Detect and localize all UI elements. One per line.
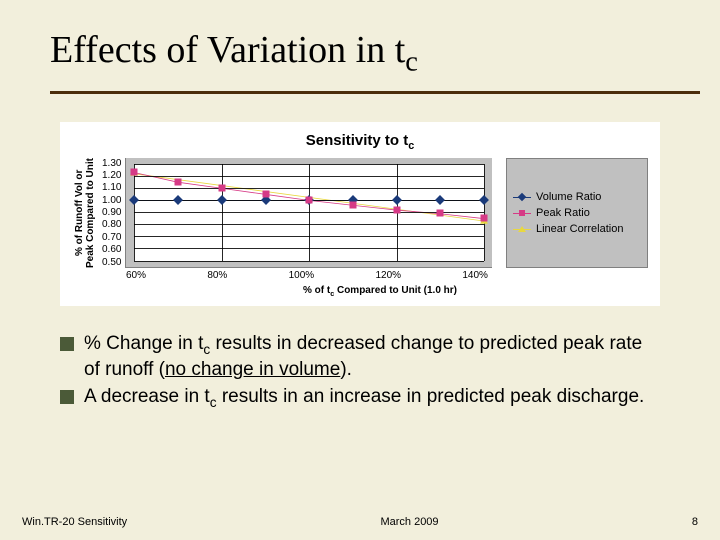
title-underline bbox=[50, 91, 700, 94]
data-marker bbox=[218, 184, 225, 191]
chart-title-sub: c bbox=[408, 140, 414, 152]
data-marker bbox=[131, 169, 138, 176]
ytick-label: 1.30 bbox=[102, 158, 121, 169]
legend-linear: Linear Correlation bbox=[513, 223, 641, 235]
data-marker bbox=[393, 206, 400, 213]
footer: Win.TR-20 Sensitivity March 2009 8 bbox=[22, 516, 698, 528]
footer-right: 8 bbox=[692, 516, 698, 528]
chart-row: % of Runoff Vol or Peak Compared to Unit… bbox=[72, 158, 648, 268]
footer-left: Win.TR-20 Sensitivity bbox=[22, 516, 127, 528]
bullet-2: A decrease in tc results in an increase … bbox=[60, 385, 660, 411]
x-axis-row: 60% 80% 100% 120% 140% bbox=[72, 270, 648, 281]
legend-peak: Peak Ratio bbox=[513, 207, 641, 219]
legend-volume: Volume Ratio bbox=[513, 191, 641, 203]
ytick-label: 0.80 bbox=[102, 219, 121, 230]
ytick-label: 1.00 bbox=[102, 195, 121, 206]
title-text: Effects of Variation in t bbox=[50, 29, 405, 71]
slide-title: Effects of Variation in tc bbox=[50, 28, 670, 79]
bullet-marker-icon bbox=[60, 390, 74, 404]
xlabel-pre: % of t bbox=[303, 285, 330, 296]
bullet-1-text: % Change in tc results in decreased chan… bbox=[84, 332, 660, 382]
ytick-label: 1.10 bbox=[102, 182, 121, 193]
bullet-list: % Change in tc results in decreased chan… bbox=[60, 332, 660, 412]
ytick-label: 0.90 bbox=[102, 207, 121, 218]
data-marker bbox=[349, 201, 356, 208]
chart-title-main: Sensitivity to t bbox=[306, 132, 409, 149]
ylabel-line2: Peak Compared to Unit bbox=[85, 158, 96, 268]
xtick-label: 120% bbox=[376, 270, 402, 281]
data-marker bbox=[437, 210, 444, 217]
xtick-label: 100% bbox=[289, 270, 315, 281]
footer-center: March 2009 bbox=[380, 516, 438, 528]
data-marker bbox=[481, 215, 488, 222]
ytick-label: 0.60 bbox=[102, 244, 121, 255]
ytick-label: 1.20 bbox=[102, 170, 121, 181]
x-ticks: 60% 80% 100% 120% 140% bbox=[122, 270, 492, 281]
bullet-marker-icon bbox=[60, 337, 74, 351]
data-marker bbox=[262, 190, 269, 197]
legend-linear-label: Linear Correlation bbox=[536, 223, 623, 235]
ytick-label: 0.50 bbox=[102, 257, 121, 268]
plot-area bbox=[125, 158, 492, 268]
ytick-label: 0.70 bbox=[102, 232, 121, 243]
bullet-1: % Change in tc results in decreased chan… bbox=[60, 332, 660, 382]
xtick-label: 140% bbox=[462, 270, 488, 281]
xtick-label: 80% bbox=[207, 270, 227, 281]
data-marker bbox=[175, 178, 182, 185]
title-subscript: c bbox=[405, 47, 418, 78]
data-marker bbox=[306, 196, 313, 203]
slide-title-area: Effects of Variation in tc bbox=[0, 0, 720, 87]
plot-inner bbox=[134, 164, 484, 261]
legend-volume-label: Volume Ratio bbox=[536, 191, 601, 203]
legend-peak-label: Peak Ratio bbox=[536, 207, 590, 219]
x-axis-label: % of tc Compared to Unit (1.0 hr) bbox=[72, 285, 648, 298]
chart-container: Sensitivity to tc % of Runoff Vol or Pea… bbox=[60, 122, 660, 306]
y-axis-label: % of Runoff Vol or Peak Compared to Unit bbox=[72, 158, 98, 268]
bullet-2-text: A decrease in tc results in an increase … bbox=[84, 385, 644, 411]
xtick-label: 60% bbox=[126, 270, 146, 281]
y-ticks: 1.301.201.10 1.000.900.80 0.700.60 0.50 bbox=[98, 158, 125, 268]
xlabel-post: Compared to Unit (1.0 hr) bbox=[334, 285, 457, 296]
ylabel-line1: % of Runoff Vol or bbox=[74, 169, 85, 255]
chart-title: Sensitivity to tc bbox=[72, 132, 648, 152]
legend: Volume Ratio Peak Ratio Linear Correlati… bbox=[506, 158, 648, 268]
